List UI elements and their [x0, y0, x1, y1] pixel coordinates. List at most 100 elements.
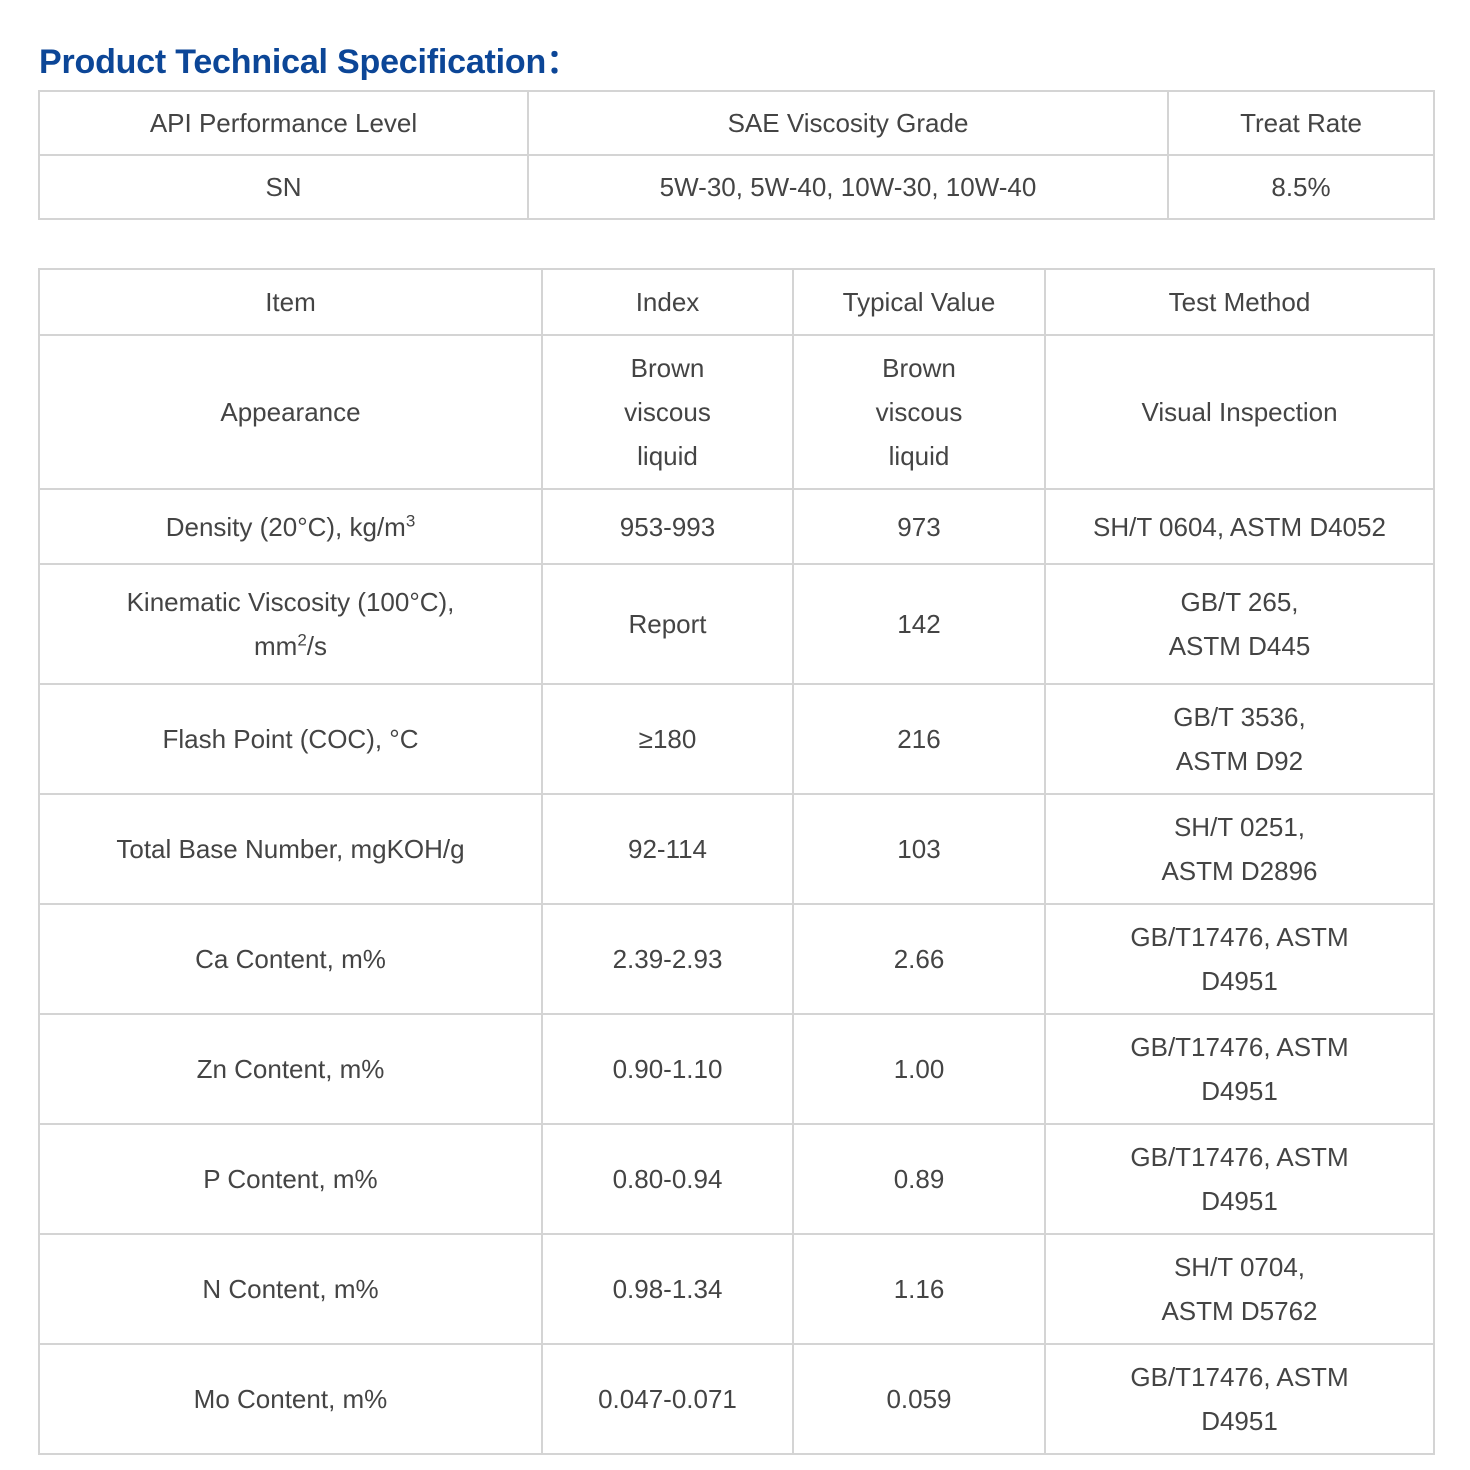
item-cell-text: Flash Point (COC), °C [162, 724, 419, 754]
test-method-cell: SH/T 0251, ASTM D2896 [1044, 793, 1435, 905]
typical-value-cell: 973 [792, 488, 1046, 565]
test-method-cell-line: GB/T17476, ASTM [1130, 1032, 1349, 1062]
item-cell-line: Kinematic Viscosity (100°C), [126, 587, 455, 617]
test-method-cell: GB/T17476, ASTM D4951 [1044, 1123, 1435, 1235]
index-cell-line: 953-993 [619, 511, 716, 542]
test-method-cell: GB/T17476, ASTM D4951 [1044, 1013, 1435, 1125]
typical-value-cell-line: 1.00 [893, 1054, 945, 1084]
test-method-cell-line: ASTM D5762 [1161, 1296, 1318, 1326]
index-cell-line: viscous [624, 397, 711, 427]
item-cell-text: P Content, m% [203, 1164, 378, 1194]
test-method-cell-line: GB/T17476, ASTM [1130, 1362, 1349, 1392]
item-cell-text: Density (20°C), kg/m [165, 511, 406, 542]
typical-value-cell-line: Brown [882, 353, 956, 383]
test-method-cell: GB/T17476, ASTM D4951 [1044, 903, 1435, 1015]
test-method-cell-line: ASTM D445 [1168, 631, 1311, 661]
typical-value-cell: 2.66 [792, 903, 1046, 1015]
table-header-row: API Performance Level SAE Viscosity Grad… [38, 90, 1435, 156]
test-method-cell-line: GB/T17476, ASTM [1130, 922, 1349, 952]
item-cell-text: Appearance [220, 397, 361, 427]
table-row: Mo Content, m% 0.047-0.071 0.059 GB/T17476,… [38, 1343, 1435, 1455]
item-cell: Total Base Number, mgKOH/g [38, 793, 543, 905]
typical-value-cell-line: viscous [875, 397, 963, 427]
performance-table: API Performance Level SAE Viscosity Grad… [38, 90, 1435, 220]
table-header-row: Item Index Typical Value Test Method [38, 268, 1435, 336]
typical-value-cell: 216 [792, 683, 1046, 795]
table-row: Kinematic Viscosity (100°C), mm2/s Report 1… [38, 563, 1435, 685]
index-cell-line: 0.90-1.10 [612, 1054, 723, 1084]
typical-value-cell: 1.16 [792, 1233, 1046, 1345]
test-method-cell: GB/T17476, ASTM D4951 [1044, 1343, 1435, 1455]
table-row: Ca Content, m% 2.39-2.93 2.66 GB/T17476, AS… [38, 903, 1435, 1015]
typical-value-cell-line: 216 [897, 724, 941, 754]
test-method-cell-line: ASTM D92 [1175, 746, 1304, 776]
index-cell: 0.98-1.34 [541, 1233, 794, 1345]
index-cell: Report [541, 563, 794, 685]
index-cell-line: 0.80-0.94 [612, 1164, 723, 1194]
item-cell: Ca Content, m% [38, 903, 543, 1015]
header-cell: Index [541, 268, 794, 336]
item-unit-text: mm [253, 631, 298, 661]
item-cell: Zn Content, m% [38, 1013, 543, 1125]
api-level-cell: SN [38, 154, 529, 220]
item-cell-text: Mo Content, m% [193, 1384, 388, 1414]
item-cell: N Content, m% [38, 1233, 543, 1345]
table-row: Flash Point (COC), °C ≥180 216 GB/T 3536, AS… [38, 683, 1435, 795]
table-row: Appearance Brown viscous liquid Brown viscous… [38, 334, 1435, 490]
page-title: Product Technical Specification： [39, 43, 580, 81]
index-cell: 953-993 [541, 488, 794, 565]
table-row: P Content, m% 0.80-0.94 0.89 GB/T17476, AST… [38, 1123, 1435, 1235]
test-method-cell: GB/T 3536, ASTM D92 [1044, 683, 1435, 795]
item-unit-superscript: 3 [405, 510, 416, 530]
typical-value-cell-line: 2.66 [893, 944, 945, 974]
item-cell-line: mm2/s [48, 624, 533, 668]
index-cell: 92-114 [541, 793, 794, 905]
typical-value-cell-line: 973 [897, 511, 941, 542]
header-cell: Item [38, 268, 543, 336]
test-method-cell-line: D4951 [1201, 966, 1278, 996]
header-cell: Treat Rate [1167, 90, 1435, 156]
header-cell: SAE Viscosity Grade [527, 90, 1169, 156]
test-method-cell-line: GB/T17476, ASTM [1130, 1142, 1349, 1172]
item-cell: P Content, m% [38, 1123, 543, 1235]
test-method-cell-line: SH/T 0604, ASTM D4052 [1093, 511, 1386, 542]
index-cell: Brown viscous liquid [541, 334, 794, 490]
test-method-cell-line: D4951 [1201, 1186, 1278, 1216]
typical-value-cell: 103 [792, 793, 1046, 905]
index-cell-line: 92-114 [627, 834, 708, 864]
index-cell: 2.39-2.93 [541, 903, 794, 1015]
test-method-cell: SH/T 0704, ASTM D5762 [1044, 1233, 1435, 1345]
test-method-cell-line: Visual Inspection [1141, 397, 1338, 427]
test-method-cell-line: ASTM D2896 [1161, 856, 1318, 886]
test-method-cell-line: GB/T 3536, [1173, 702, 1306, 732]
typical-value-cell: 1.00 [792, 1013, 1046, 1125]
treat-rate-cell: 8.5% [1167, 154, 1435, 220]
item-cell-text: Ca Content, m% [195, 944, 386, 974]
test-method-cell-line: SH/T 0704, [1173, 1252, 1306, 1282]
item-cell-text: N Content, m% [202, 1274, 379, 1304]
typical-value-cell-line: 103 [897, 834, 941, 864]
table-row: Zn Content, m% 0.90-1.10 1.00 GB/T17476, AS… [38, 1013, 1435, 1125]
table-row: Total Base Number, mgKOH/g 92-114 103 SH/T … [38, 793, 1435, 905]
typical-value-cell-line: 0.059 [886, 1384, 952, 1414]
item-unit-tail: /s [306, 631, 328, 661]
index-cell-line: 0.047-0.071 [598, 1384, 737, 1414]
header-cell: API Performance Level [38, 90, 529, 156]
index-cell-line: Report [628, 609, 707, 639]
typical-value-cell: 0.89 [792, 1123, 1046, 1235]
index-cell-line: ≥180 [638, 724, 697, 754]
table-row: Density (20°C), kg/m3 953-993 973 SH/T 0604… [38, 488, 1435, 565]
typical-value-cell: Brown viscous liquid [792, 334, 1046, 490]
test-method-cell: GB/T 265, ASTM D445 [1044, 563, 1435, 685]
index-cell: 0.80-0.94 [541, 1123, 794, 1235]
index-cell-line: 2.39-2.93 [612, 944, 723, 974]
typical-value-cell-line: 0.89 [893, 1164, 945, 1194]
item-cell: Density (20°C), kg/m3 [38, 488, 543, 565]
viscosity-grade-cell: 5W-30, 5W-40, 10W-30, 10W-40 [527, 154, 1169, 220]
test-method-cell-line: GB/T 265, [1180, 587, 1299, 617]
typical-value-cell: 142 [792, 563, 1046, 685]
item-cell: Flash Point (COC), °C [38, 683, 543, 795]
header-cell: Typical Value [792, 268, 1046, 336]
typical-value-cell: 0.059 [792, 1343, 1046, 1455]
specification-table: Item Index Typical Value Test Method Appeara… [38, 268, 1435, 1455]
